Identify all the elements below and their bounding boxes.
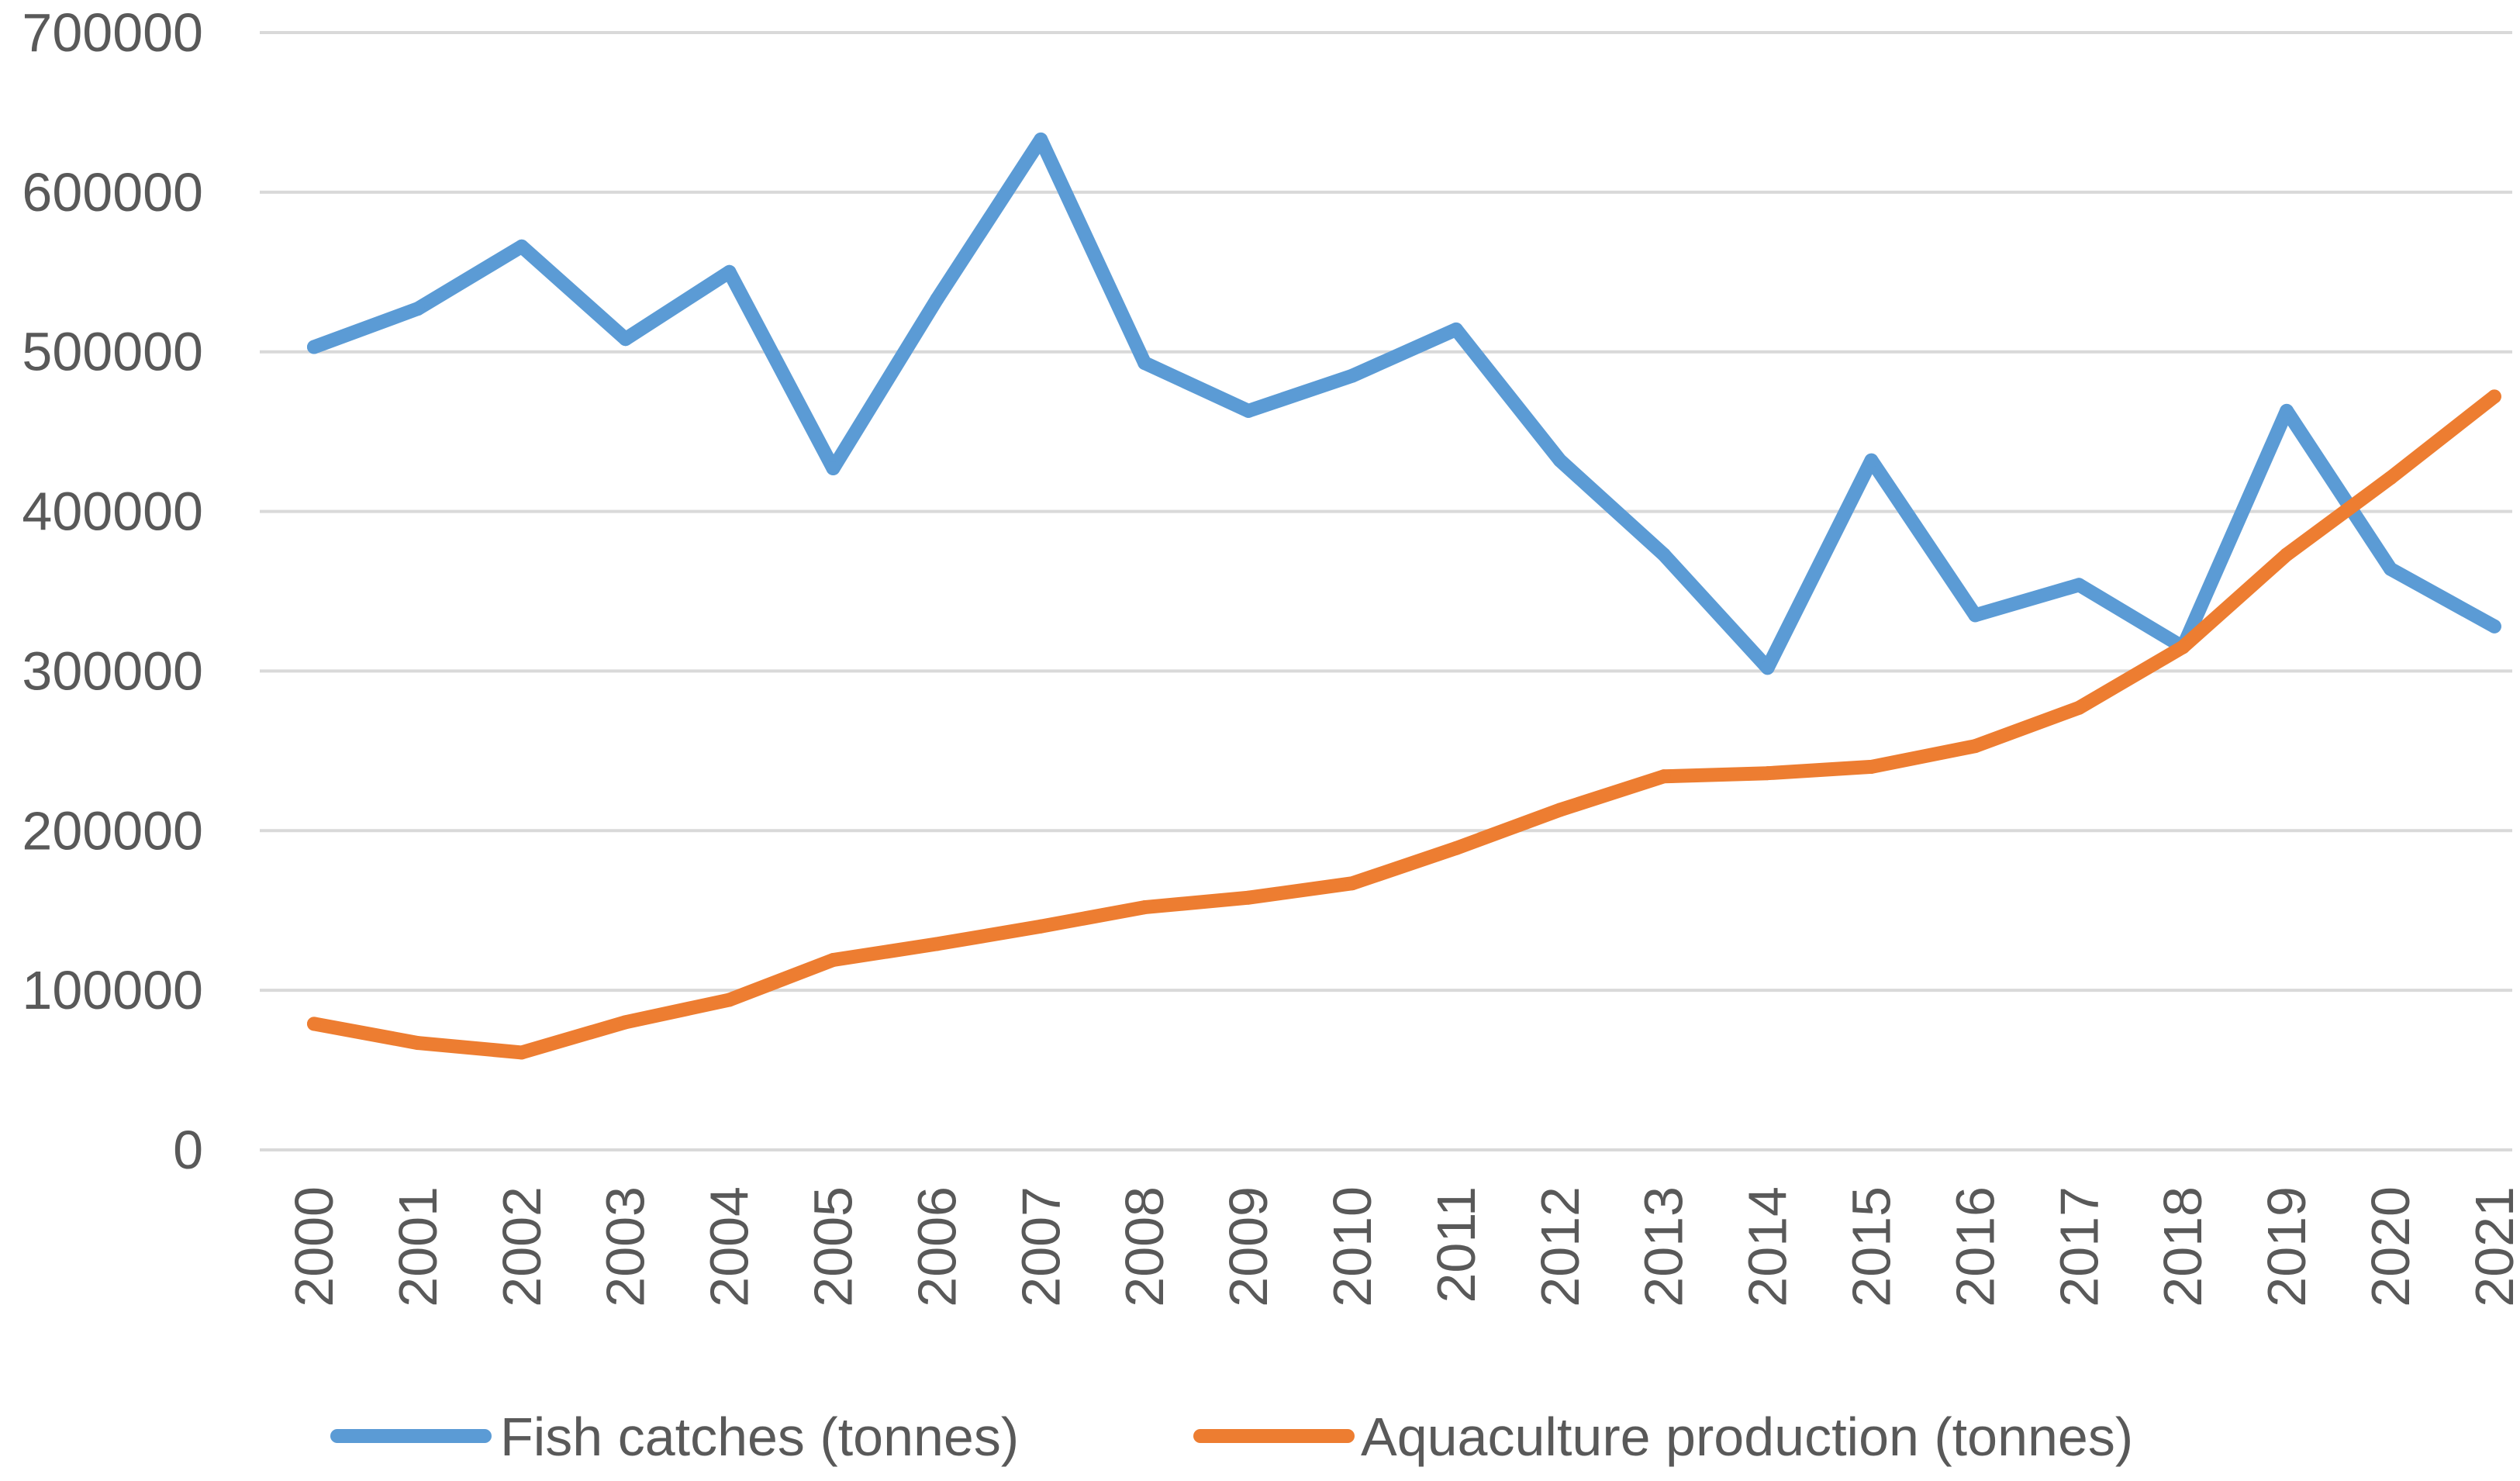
data-point	[514, 239, 529, 254]
x-tick-label: 2002	[492, 1186, 552, 1307]
y-tick-label: 400000	[22, 482, 203, 542]
series-line-aquaculture	[307, 389, 2501, 1060]
y-tick-label: 0	[173, 1120, 203, 1180]
x-tick-label: 2004	[699, 1186, 760, 1307]
data-point	[930, 937, 944, 951]
series-line-fish-catches	[307, 132, 2501, 675]
data-point	[1137, 900, 1152, 915]
data-point	[1241, 890, 1256, 905]
data-point	[2384, 471, 2397, 485]
x-tick-label: 2021	[2464, 1186, 2520, 1307]
x-tick-label: 2012	[1530, 1186, 1590, 1307]
data-point	[1864, 759, 1879, 774]
data-point	[1448, 841, 1463, 855]
data-point	[2176, 640, 2190, 654]
y-tick-label: 600000	[22, 162, 203, 223]
data-point	[2487, 619, 2501, 633]
y-tick-label: 700000	[22, 2, 203, 63]
x-tick-label: 2019	[2256, 1186, 2317, 1307]
data-point	[1034, 919, 1048, 934]
data-point	[1760, 766, 1775, 781]
gridlines	[260, 31, 2512, 1151]
data-point	[2280, 547, 2294, 562]
data-point	[2280, 403, 2294, 418]
x-tick-label: 2010	[1322, 1186, 1383, 1307]
data-point	[2072, 700, 2087, 715]
series-lines	[307, 132, 2501, 1060]
data-point	[826, 953, 841, 968]
x-tick-label: 2007	[1010, 1186, 1071, 1307]
x-tick-label: 2008	[1114, 1186, 1175, 1307]
x-axis: 2000 2001 2002 2003 2004 2005 2006 2007 2008 2009…	[284, 1186, 2520, 1307]
data-point	[1345, 368, 1359, 383]
x-tick-label: 2013	[1634, 1186, 1694, 1307]
data-point	[930, 292, 944, 306]
data-point	[410, 302, 425, 316]
x-tick-label: 2000	[284, 1186, 344, 1307]
y-tick-label: 200000	[22, 800, 203, 861]
data-point	[2072, 578, 2087, 592]
data-point	[722, 993, 737, 1007]
data-point	[2487, 389, 2501, 404]
x-tick-label: 2011	[1426, 1186, 1486, 1303]
y-tick-label: 300000	[22, 640, 203, 701]
data-point	[1656, 769, 1671, 784]
data-point	[1241, 403, 1256, 418]
data-point	[1656, 547, 1671, 562]
data-point	[307, 340, 321, 354]
data-point	[1864, 453, 1879, 468]
data-point	[1137, 356, 1152, 371]
data-point	[1345, 876, 1359, 891]
legend-label: Fish catches (tonnes)	[500, 1407, 1019, 1467]
legend: Fish catches (tonnes) Aquaculture product…	[330, 1407, 2133, 1467]
data-point	[410, 1036, 425, 1051]
data-point	[1552, 803, 1567, 817]
data-point	[826, 461, 841, 475]
x-tick-label: 2001	[388, 1186, 448, 1307]
data-point	[1448, 322, 1463, 337]
data-point	[307, 1017, 321, 1031]
x-tick-label: 2005	[803, 1186, 864, 1307]
y-axis: 0 100000 200000 300000 400000 500000 600000 700…	[22, 2, 203, 1180]
x-tick-label: 2017	[2049, 1186, 2109, 1307]
x-tick-label: 2003	[595, 1186, 656, 1307]
data-point	[2384, 561, 2397, 576]
x-tick-label: 2009	[1218, 1186, 1279, 1307]
x-tick-label: 2020	[2360, 1186, 2421, 1307]
legend-label: Aquaculture production (tonnes)	[1361, 1407, 2133, 1467]
x-tick-label: 2016	[1945, 1186, 2005, 1307]
x-tick-label: 2006	[906, 1186, 967, 1307]
data-point	[722, 264, 737, 279]
x-tick-label: 2014	[1738, 1186, 1798, 1307]
data-point	[1760, 661, 1775, 675]
data-point	[514, 1045, 529, 1060]
data-point	[618, 332, 633, 347]
x-tick-label: 2015	[1842, 1186, 1902, 1307]
data-point	[1034, 132, 1048, 147]
data-point	[618, 1015, 633, 1030]
y-tick-label: 500000	[22, 322, 203, 382]
data-point	[1968, 608, 1983, 623]
data-point	[1968, 739, 1983, 754]
y-tick-label: 100000	[22, 960, 203, 1020]
data-point	[1552, 453, 1567, 468]
x-tick-label: 2018	[2152, 1186, 2213, 1307]
